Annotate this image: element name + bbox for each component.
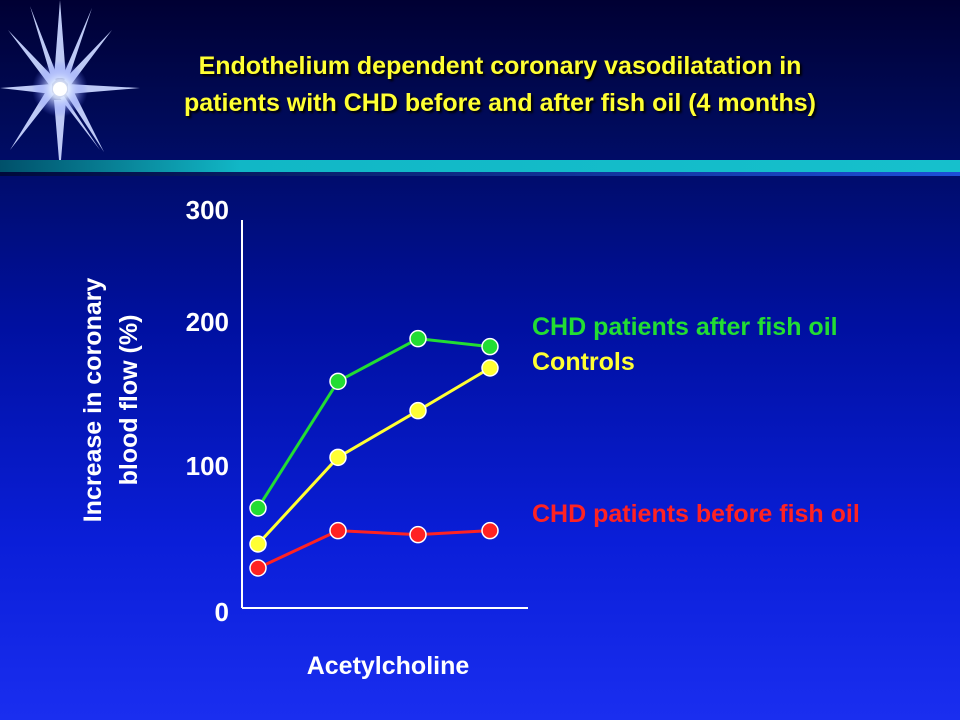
data-point: [481, 337, 499, 356]
data-point: [409, 401, 427, 420]
data-point: [249, 535, 267, 553]
series-line-after-fish-oil: [256, 337, 491, 509]
title-line-2: patients with CHD before and after fish …: [184, 89, 816, 117]
y-tick-label: 0: [215, 597, 229, 627]
y-tick-label: 200: [186, 307, 229, 337]
series-line-controls: [256, 366, 491, 546]
y-tick-labels: 0 100 200 300: [186, 195, 229, 627]
starburst-decoration: [0, 0, 140, 172]
chart-axes: [241, 220, 528, 609]
data-point: [481, 521, 499, 540]
y-axis-title-line-1: Increase in coronary: [79, 278, 107, 523]
slide-title: Endothelium dependent coronary vasodilat…: [90, 48, 910, 122]
chart-legend: CHD patients after fish oil Controls CHD p…: [532, 313, 860, 528]
data-point: [329, 521, 347, 540]
data-point: [409, 329, 427, 348]
data-point: [249, 559, 267, 577]
legend-label-after-fish-oil: CHD patients after fish oil: [532, 313, 838, 341]
legend-label-before-fish-oil: CHD patients before fish oil: [532, 500, 860, 528]
data-point: [481, 359, 499, 377]
y-tick-label: 100: [186, 451, 229, 481]
legend-label-controls: Controls: [532, 348, 635, 376]
y-axis-title-line-2: blood flow (%): [115, 315, 143, 486]
x-axis-title: Acetylcholine: [307, 652, 470, 680]
title-divider: [0, 160, 960, 176]
data-point: [249, 499, 267, 517]
data-point: [329, 448, 347, 467]
y-tick-label: 300: [186, 195, 229, 225]
y-axis-title: Increase in coronary blood flow (%): [79, 278, 143, 523]
chart-series: [249, 329, 499, 577]
data-point: [329, 372, 347, 391]
data-point: [409, 525, 427, 544]
series-line-before-fish-oil: [257, 529, 491, 570]
title-line-1: Endothelium dependent coronary vasodilat…: [198, 52, 802, 80]
